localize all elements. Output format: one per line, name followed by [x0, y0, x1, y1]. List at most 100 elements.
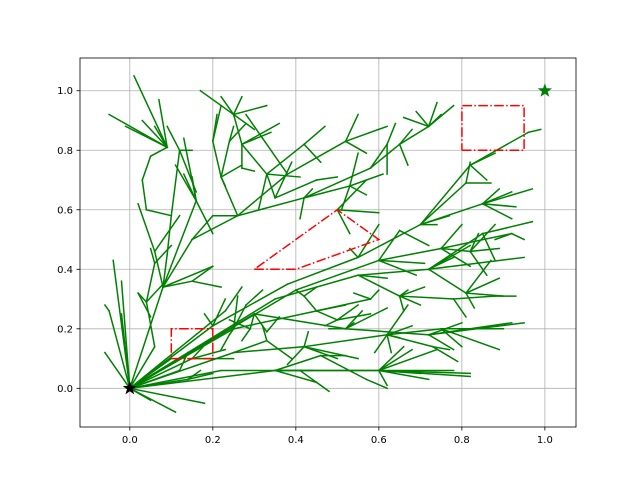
x-tick-label: 0.2: [205, 435, 221, 446]
tree-edge: [153, 244, 173, 265]
tree-edge: [274, 179, 318, 199]
tree-edge: [348, 184, 368, 196]
tree-edge: [369, 143, 389, 170]
tree-edge: [481, 187, 501, 205]
tree-edge: [265, 173, 277, 199]
tree-edge: [228, 122, 248, 143]
tree-edge: [369, 143, 401, 170]
tree-edge: [112, 259, 131, 390]
tree-edge: [365, 378, 389, 390]
tree-edge: [108, 309, 131, 390]
tree-edge: [427, 333, 455, 351]
tree-edge: [427, 256, 525, 271]
tree-edge: [303, 295, 318, 312]
tree-edge: [419, 214, 451, 226]
tree-edge: [481, 202, 513, 220]
tree-edge: [224, 286, 243, 312]
tree-edge: [178, 149, 198, 193]
tree-edge: [137, 202, 156, 253]
tree-edge: [162, 280, 193, 288]
tree-edge: [257, 173, 268, 211]
tree-edge: [244, 289, 264, 307]
tree-edge: [386, 303, 409, 336]
tree-edge: [303, 333, 388, 348]
tree-edge: [232, 295, 239, 330]
tree-edge: [141, 155, 152, 181]
obstacle-outline: [461, 104, 525, 152]
tree-edge: [344, 327, 430, 336]
tree-edge: [253, 312, 268, 333]
tree-edge: [419, 164, 472, 226]
tree-edge: [323, 318, 339, 327]
tree-edge: [452, 295, 496, 300]
tree-edge: [145, 301, 156, 348]
tree-edge: [141, 119, 169, 149]
tree-edge: [120, 280, 131, 390]
tree-edge: [203, 312, 214, 327]
tree-edge: [261, 137, 289, 176]
tree-edge: [440, 327, 463, 348]
obstacle-outline: [253, 208, 381, 271]
tree-edge: [427, 101, 438, 128]
tree-edge: [336, 208, 380, 214]
tree-edge: [178, 351, 189, 372]
tree-edge: [481, 232, 497, 262]
x-tick-label: 1.0: [537, 435, 553, 446]
tree-edge: [124, 125, 169, 149]
tree-edge: [232, 113, 243, 146]
tree-edge: [103, 303, 111, 312]
tree-edge: [494, 232, 513, 241]
tree-edge: [481, 220, 534, 235]
tree-edge: [128, 309, 227, 390]
tree-edge: [440, 327, 501, 351]
tree-edge: [344, 113, 360, 143]
tree-edge: [315, 309, 339, 321]
tree-edge: [377, 247, 442, 262]
tree-edge: [199, 89, 235, 116]
tree-edge: [344, 125, 389, 143]
tree-edge: [398, 143, 409, 167]
tree-edge: [240, 122, 281, 146]
tree-edge: [191, 280, 222, 288]
tree-edge: [253, 313, 347, 330]
tree-edge: [344, 140, 368, 155]
tree-edge: [232, 95, 243, 116]
tree-edge: [357, 268, 430, 277]
tree-edge: [303, 286, 318, 298]
tree-edge: [315, 176, 339, 181]
tree-edge: [294, 259, 380, 292]
tree-edge: [481, 187, 534, 205]
tree-edge: [162, 199, 198, 289]
y-tick-label: 0.8: [57, 146, 73, 157]
axis-ticks: 0.0 0.2 0.4 0.6 0.8 1.0 0.0 0.2 0.4 0.6 0.8 1.0: [57, 86, 553, 446]
tree-edge: [377, 369, 389, 387]
tree-edge: [510, 232, 526, 241]
goal-marker: [537, 83, 552, 97]
tree-edge: [398, 125, 430, 146]
tree-edge: [398, 286, 426, 298]
tree-edge: [191, 176, 198, 202]
tree-edge: [369, 289, 380, 301]
tree-edge: [274, 354, 322, 372]
x-tick-label: 0.8: [454, 435, 470, 446]
tree-edge: [469, 247, 501, 253]
tree-edge: [265, 315, 281, 333]
tree-edge: [357, 223, 380, 259]
tree-edge: [149, 146, 169, 158]
tree-edge: [220, 333, 231, 351]
tree-edge: [303, 167, 372, 199]
tree-edge: [145, 262, 156, 303]
tree-edge: [240, 327, 252, 342]
tree-edge: [232, 310, 318, 330]
tree-edge: [162, 265, 214, 289]
tree-edge: [431, 345, 451, 351]
tree-edge: [336, 178, 368, 211]
tree-edge: [191, 265, 214, 283]
tree-edge: [464, 292, 476, 310]
y-tick-label: 0.2: [57, 324, 73, 335]
tree-edge: [319, 354, 368, 381]
tree-edge: [378, 369, 471, 375]
tree-edge: [303, 345, 359, 360]
y-tick-label: 1.0: [57, 86, 73, 97]
